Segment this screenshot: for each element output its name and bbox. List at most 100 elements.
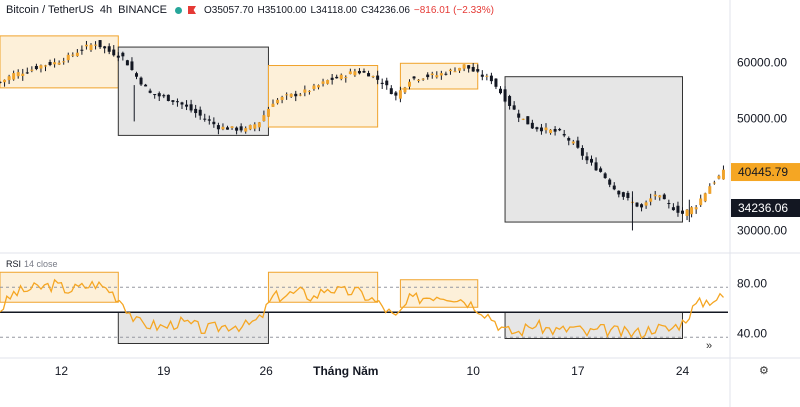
candle — [262, 110, 266, 122]
current-price-label: 40445.79 — [738, 165, 788, 179]
candle — [376, 70, 380, 85]
candle — [408, 79, 411, 90]
candle — [571, 139, 575, 145]
bear-zone-1 — [117, 46, 269, 136]
candle-body — [30, 69, 34, 71]
candle-body — [403, 87, 407, 93]
settings-gear-icon[interactable]: ⚙ — [759, 365, 769, 377]
candle-body — [590, 158, 593, 163]
candle-body — [189, 104, 193, 111]
candle-body — [394, 92, 398, 96]
candle — [280, 95, 284, 104]
candle-body — [221, 126, 225, 130]
candle — [694, 205, 698, 214]
bear-zone-4 — [504, 76, 683, 223]
candle — [239, 123, 243, 133]
candle — [435, 71, 439, 79]
candle-body — [489, 75, 493, 82]
candle-body — [626, 192, 630, 198]
candle — [175, 98, 179, 107]
candle — [307, 90, 311, 95]
candle — [230, 126, 234, 130]
candle-body — [371, 76, 375, 78]
candle-body — [521, 118, 525, 120]
candle — [467, 65, 471, 73]
flag-icon[interactable] — [188, 6, 196, 14]
candle — [62, 57, 66, 65]
candle-body — [203, 118, 207, 120]
candle — [626, 190, 630, 201]
candle-body — [612, 185, 616, 190]
candle — [271, 99, 275, 107]
candle-body — [339, 74, 343, 80]
candle — [7, 74, 11, 85]
candle-body — [216, 125, 220, 130]
time-tick-label: 17 — [571, 364, 585, 378]
candle — [544, 123, 548, 134]
symbol-name[interactable]: Bitcoin / TetherUS — [6, 4, 94, 16]
candle-body — [480, 74, 484, 77]
candle-body — [171, 100, 175, 102]
candle-body — [34, 65, 38, 70]
candle — [103, 45, 107, 54]
candle-body — [39, 65, 43, 69]
rsi-tick-label: 80.00 — [737, 277, 767, 291]
candle — [658, 194, 662, 201]
candle — [417, 78, 421, 83]
candle — [294, 90, 298, 102]
candle — [171, 100, 175, 105]
candle-body — [421, 78, 425, 80]
candle — [317, 84, 320, 90]
candle — [667, 199, 671, 209]
price-tick-label: 30000.00 — [737, 223, 787, 237]
candle-body — [107, 46, 111, 52]
candle-body — [453, 71, 457, 73]
rsi-bear-zone-1 — [117, 311, 269, 344]
candle — [94, 41, 98, 50]
candle — [653, 190, 657, 200]
candle-body — [312, 85, 316, 90]
candle — [444, 71, 448, 76]
candle — [512, 101, 516, 111]
candle-body — [499, 88, 502, 94]
candle-body — [426, 74, 430, 78]
candle — [681, 207, 684, 215]
candle-body — [71, 54, 75, 56]
candle — [166, 94, 170, 102]
candle — [562, 129, 566, 138]
candle-body — [344, 77, 348, 79]
candle-body — [617, 190, 621, 195]
candle-body — [353, 71, 357, 76]
candle-body — [517, 113, 521, 118]
visibility-icon[interactable] — [175, 6, 182, 14]
candle-body — [235, 127, 239, 131]
candle — [125, 59, 129, 66]
candle — [312, 83, 316, 91]
candle-body — [721, 169, 725, 180]
candle-body — [139, 77, 143, 85]
candle — [226, 125, 229, 130]
candle-body — [148, 90, 152, 93]
candle — [221, 123, 225, 131]
candle — [398, 86, 402, 103]
candle-body — [162, 95, 166, 97]
rsi-legend[interactable]: RSI 14 close — [6, 259, 58, 269]
candle — [121, 51, 125, 61]
interval[interactable]: 4h — [99, 4, 113, 16]
scroll-right-icon[interactable]: » — [706, 340, 713, 352]
candle-body — [653, 194, 657, 197]
candle — [362, 68, 366, 74]
candle — [39, 64, 43, 73]
candle — [266, 106, 270, 117]
candle — [253, 122, 257, 132]
candle-body — [476, 69, 480, 72]
candle — [303, 85, 307, 97]
candle — [676, 201, 680, 217]
current-price-badge — [731, 163, 800, 182]
candle-body — [135, 73, 138, 77]
candle — [508, 94, 512, 110]
rsi-tick-label: 40.00 — [737, 327, 767, 341]
candle — [585, 152, 589, 165]
candle-body — [94, 44, 98, 46]
